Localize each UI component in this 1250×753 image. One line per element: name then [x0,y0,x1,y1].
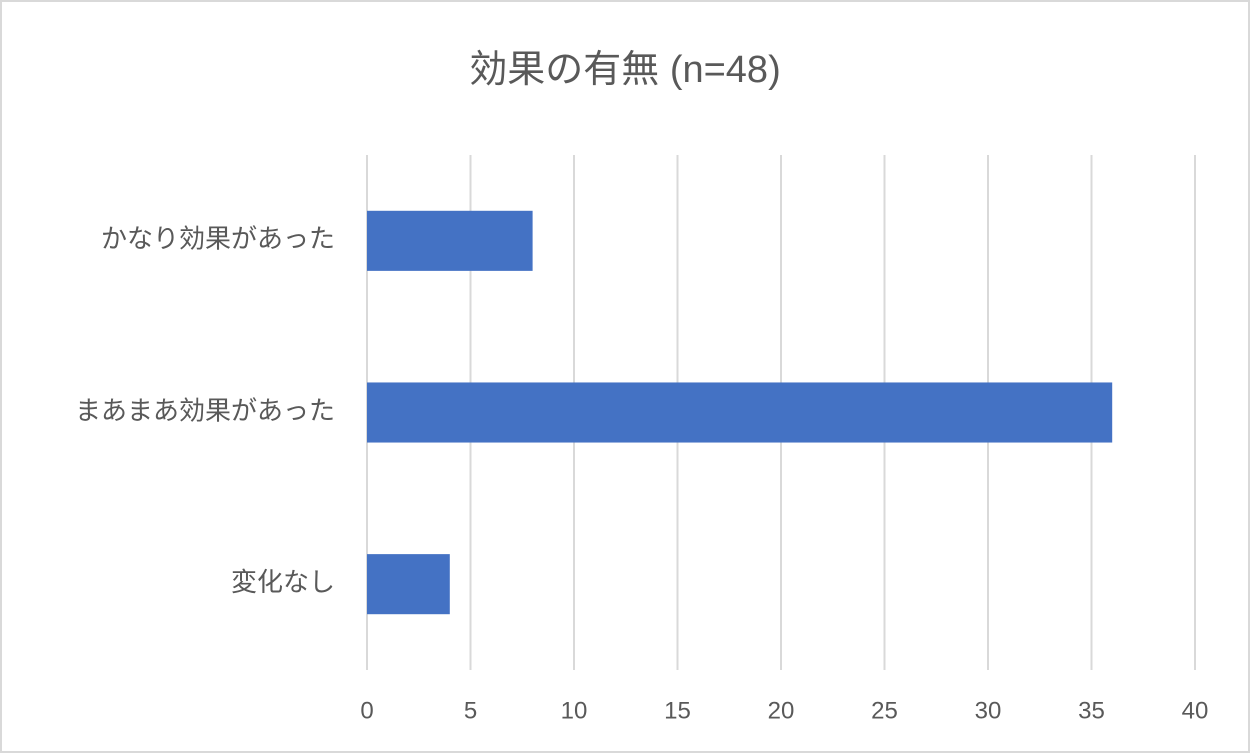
y-tick-label: まあまあ効果があった [75,395,335,425]
x-tick-label: 15 [664,697,691,724]
x-tick-label: 0 [360,697,373,724]
x-tick-label: 40 [1182,697,1209,724]
bar [367,382,1113,443]
y-tick-label: かなり効果があった [101,224,335,254]
x-tick-label: 10 [561,697,588,724]
x-tick-label: 25 [871,697,898,724]
x-tick-label: 5 [464,697,477,724]
x-tick-label: 20 [768,697,795,724]
x-tick-label: 30 [975,697,1002,724]
y-tick-label: 変化なし [231,567,335,597]
chart-title: 効果の有無 (n=48) [469,49,780,91]
bar [367,554,450,615]
bar [367,210,533,271]
x-tick-label: 35 [1078,697,1105,724]
